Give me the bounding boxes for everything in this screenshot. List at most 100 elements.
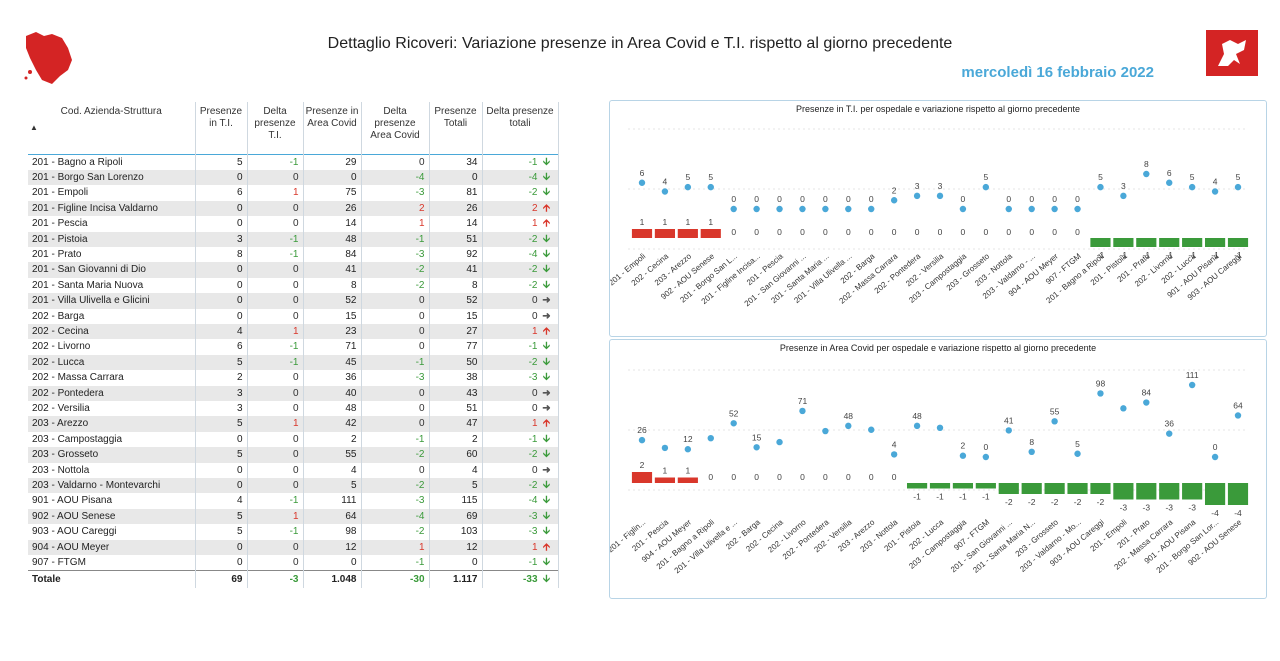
cell-presenze-covid: 52 (303, 293, 362, 309)
delta-bar (654, 229, 676, 238)
cell-struttura: 201 - San Giovanni di Dio (28, 262, 196, 278)
table-row[interactable]: 901 - AOU Pisana 4 -1 111 -3 115 -4 🡫 (28, 493, 559, 509)
table-row[interactable]: 203 - Valdarno - Montevarchi 0 0 5 -2 5 -2 🡫 (28, 478, 559, 494)
column-header-presenze-ti[interactable]: Presenze in T.I. (195, 102, 248, 154)
hospital-table: Cod. Azienda-Struttura ▲ Presenze in T.I.… (28, 102, 559, 589)
cell-presenze-ti: 3 (195, 401, 248, 417)
table-row[interactable]: 201 - San Giovanni di Dio 0 0 41 -2 41 -2 🡫 (28, 262, 559, 278)
table-row[interactable]: 202 - Massa Carrara 2 0 36 -3 38 -3 🡫 (28, 370, 559, 386)
table-row[interactable]: 904 - AOU Meyer 0 0 12 1 12 1 🡩 (28, 539, 559, 556)
delta-bar (906, 483, 928, 489)
delta-bar (998, 483, 1019, 494)
data-point (890, 197, 898, 204)
cell-presenze-ti: 0 (195, 539, 248, 556)
cell-presenze-covid: 111 (303, 493, 362, 509)
delta-label: -3 (1188, 503, 1196, 513)
point-label: 52 (729, 408, 739, 418)
data-point (1143, 399, 1150, 406)
cell-delta-totali: 0 ➜ (482, 401, 559, 417)
data-point (1051, 418, 1058, 425)
table-row[interactable]: 202 - Versilia 3 0 48 0 51 0 ➜ (28, 401, 559, 417)
table-row[interactable]: 903 - AOU Careggi 5 -1 98 -2 103 -3 🡫 (28, 524, 559, 540)
cell-delta-covid: -1 (361, 354, 430, 371)
cell-delta-totali: -4 🡫 (482, 493, 559, 509)
table-row[interactable]: 203 - Grosseto 5 0 55 -2 60 -2 🡫 (28, 447, 559, 463)
cell-presenze-ti: 6 (195, 339, 248, 355)
column-header-struttura[interactable]: Cod. Azienda-Struttura ▲ (28, 102, 196, 154)
cell-delta-ti: -1 (247, 231, 304, 247)
data-point (1188, 183, 1196, 191)
table-row[interactable]: 201 - Empoli 6 1 75 -3 81 -2 🡫 (28, 185, 559, 201)
cell-struttura: 202 - Livorno (28, 339, 196, 355)
cell-presenze-ti: 0 (195, 555, 248, 571)
data-point (936, 192, 944, 200)
total-delta-totali: -33 🡫 (482, 570, 559, 589)
cell-presenze-totali: 26 (429, 200, 483, 217)
cell-presenze-ti: 0 (195, 200, 248, 217)
data-point (684, 446, 692, 453)
cell-delta-totali: -1 🡫 (482, 555, 559, 571)
table-row[interactable]: 907 - FTGM 0 0 0 -1 0 -1 🡫 (28, 555, 559, 571)
cell-struttura: 201 - Bagno a Ripoli (28, 154, 196, 170)
covid-chart-panel[interactable]: Presenze in Area Covid per ospedale e va… (609, 339, 1267, 599)
data-point (822, 427, 829, 435)
delta-bar (929, 483, 951, 489)
cell-presenze-covid: 29 (303, 154, 362, 170)
point-label: 4 (663, 177, 668, 187)
table-row[interactable]: 201 - Pistoia 3 -1 48 -1 51 -2 🡫 (28, 231, 559, 247)
delta-bar (1227, 238, 1249, 247)
cell-presenze-covid: 40 (303, 385, 362, 401)
point-label: 0 (983, 442, 988, 452)
ti-chart-panel[interactable]: Presenze in T.I. per ospedale e variazio… (609, 100, 1267, 337)
table-row[interactable]: 203 - Campostaggia 0 0 2 -1 2 -1 🡫 (28, 431, 559, 448)
cell-delta-totali: 1 🡩 (482, 539, 559, 556)
table-row[interactable]: 201 - Prato 8 -1 84 -3 92 -4 🡫 (28, 246, 559, 263)
table-row[interactable]: 202 - Livorno 6 -1 71 0 77 -1 🡫 (28, 339, 559, 355)
table-row[interactable]: 203 - Nottola 0 0 4 0 4 0 ➜ (28, 462, 559, 479)
column-header-presenze-covid[interactable]: Presenze in Area Covid (303, 102, 362, 154)
delta-bar (700, 229, 721, 238)
cell-delta-ti: -1 (247, 524, 304, 540)
sort-ascending-icon[interactable]: ▲ (30, 123, 38, 132)
column-header-delta-totali[interactable]: Delta presenze totali (482, 102, 559, 154)
total-presenze-ti: 69 (195, 570, 248, 589)
table-row[interactable]: 201 - Bagno a Ripoli 5 -1 29 0 34 -1 🡫 (28, 154, 559, 170)
delta-label: -1 (1234, 250, 1242, 260)
table-row[interactable]: 201 - Figline Incisa Valdarno 0 0 26 2 26 2 🡩 (28, 200, 559, 217)
data-point (730, 205, 737, 213)
point-label: 0 (1075, 194, 1080, 204)
arrow-up-icon: 🡩 (542, 218, 551, 230)
table-row[interactable]: 202 - Pontedera 3 0 40 0 43 0 ➜ (28, 385, 559, 401)
cell-delta-covid: 1 (361, 539, 430, 556)
delta-label: -1 (1211, 250, 1219, 260)
table-row[interactable]: 201 - Santa Maria Nuova 0 0 8 -2 8 -2 🡫 (28, 277, 559, 294)
column-header-presenze-totali[interactable]: Presenze Totali (429, 102, 483, 154)
delta-label: 0 (869, 472, 874, 482)
cell-presenze-covid: 8 (303, 277, 362, 294)
table-row[interactable]: 202 - Cecina 4 1 23 0 27 1 🡩 (28, 323, 559, 340)
point-label: 0 (800, 194, 805, 204)
cell-delta-ti: 0 (247, 431, 304, 448)
cell-delta-ti: 0 (247, 169, 304, 186)
delta-label: -4 (1234, 508, 1242, 518)
arrow-down-icon: 🡫 (542, 574, 551, 586)
column-header-delta-covid[interactable]: Delta presenze Area Covid (361, 102, 430, 154)
cell-delta-totali: 1 🡩 (482, 323, 559, 340)
table-row[interactable]: 201 - Borgo San Lorenzo 0 0 0 -4 0 -4 🡫 (28, 169, 559, 186)
point-label: 41 (1004, 415, 1014, 425)
table-row[interactable]: 203 - Arezzo 5 1 42 0 47 1 🡩 (28, 416, 559, 432)
table-row[interactable]: 201 - Villa Ulivella e Glicini 0 0 52 0 52 0 ➜ (28, 293, 559, 309)
delta-bar (677, 477, 698, 483)
delta-label: 0 (1052, 227, 1057, 237)
table-row[interactable]: 201 - Pescia 0 0 14 1 14 1 🡩 (28, 216, 559, 232)
table-row[interactable]: 202 - Lucca 5 -1 45 -1 50 -2 🡫 (28, 354, 559, 371)
cell-delta-ti: 1 (247, 508, 304, 525)
point-label: 0 (961, 194, 966, 204)
cell-presenze-totali: 4 (429, 462, 483, 479)
table-row[interactable]: 202 - Barga 0 0 15 0 15 0 ➜ (28, 308, 559, 324)
table-row[interactable]: 902 - AOU Senese 5 1 64 -4 69 -3 🡫 (28, 508, 559, 525)
arrow-up-icon: 🡩 (542, 418, 551, 430)
column-header-delta-ti[interactable]: Delta presenze T.I. (247, 102, 304, 154)
point-label: 0 (846, 194, 851, 204)
data-point (982, 183, 990, 191)
